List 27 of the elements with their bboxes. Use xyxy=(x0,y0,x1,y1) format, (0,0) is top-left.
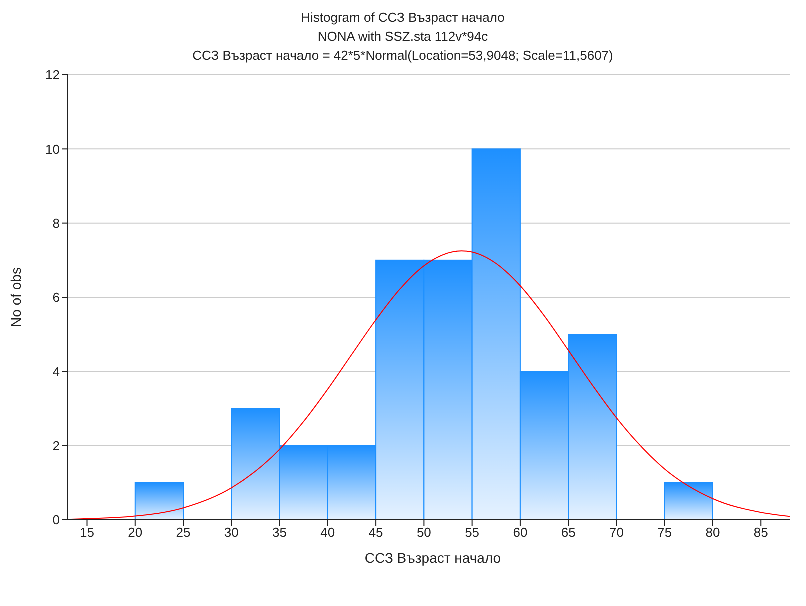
y-tick-label: 6 xyxy=(52,290,60,306)
y-tick-label: 2 xyxy=(52,438,60,454)
x-tick-label: 50 xyxy=(416,525,432,540)
x-tick-label: 25 xyxy=(176,525,191,540)
x-tick-label: 65 xyxy=(561,525,576,540)
x-tick-label: 45 xyxy=(368,525,384,540)
y-axis-title: No of obs xyxy=(8,268,24,328)
x-tick-label: 70 xyxy=(609,525,624,540)
x-tick-label: 40 xyxy=(320,525,336,540)
x-tick-label: 30 xyxy=(224,525,239,540)
y-tick-label: 12 xyxy=(46,68,60,83)
x-axis-title: ССЗ Възраст начало xyxy=(364,550,502,566)
x-tick-label: 20 xyxy=(128,525,143,540)
y-tick-label: 10 xyxy=(46,142,60,157)
y-tick-label: 0 xyxy=(52,512,60,528)
x-tick-label: 60 xyxy=(513,525,528,540)
y-tick-label: 8 xyxy=(52,216,60,231)
x-tick-label: 35 xyxy=(272,525,288,540)
x-tick-label: 15 xyxy=(80,525,94,540)
x-tick-label: 80 xyxy=(706,525,720,540)
y-tick-label: 4 xyxy=(52,364,60,380)
x-tick-label: 85 xyxy=(754,525,768,540)
chart-title: Histogram of ССЗ Възраст начало xyxy=(300,9,506,27)
chart-subtitle: NONA with SSZ.sta 112v*94c xyxy=(316,28,490,46)
x-tick-label: 75 xyxy=(658,525,672,540)
x-tick-label: 55 xyxy=(465,525,480,540)
text: ССЗ Възраст начало = 42*5*Normal(Location=53,9048; Scale=11,5607) xyxy=(192,47,614,65)
